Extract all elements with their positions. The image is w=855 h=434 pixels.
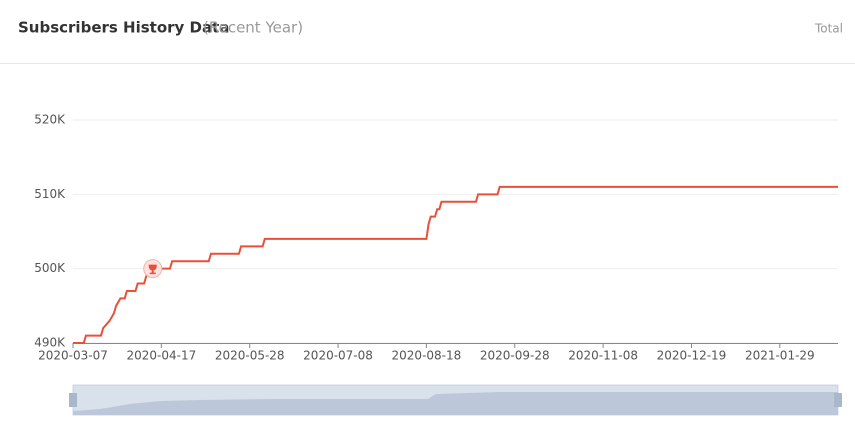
y-tick-label: 510K <box>34 187 66 201</box>
x-tick-label: 2020-12-19 <box>657 349 727 363</box>
x-tick-label: 2020-03-07 <box>38 349 108 363</box>
chart-title: Subscribers History Data <box>18 19 229 37</box>
y-tick-label: 490K <box>34 336 66 350</box>
slider-handle[interactable] <box>69 393 77 407</box>
total-toggle[interactable]: Total <box>814 22 843 36</box>
slider-handle[interactable] <box>834 393 842 407</box>
slider-window <box>73 385 838 415</box>
y-tick-label: 520K <box>34 113 66 127</box>
x-tick-label: 2020-07-08 <box>303 349 373 363</box>
trophy-icon <box>148 264 157 275</box>
series-line <box>73 185 838 344</box>
y-tick-label: 500K <box>34 261 66 275</box>
x-tick-label: 2020-08-18 <box>392 349 462 363</box>
x-tick-label: 2020-05-28 <box>215 349 285 363</box>
x-tick-label: 2020-11-08 <box>568 349 638 363</box>
zoom-slider[interactable] <box>69 384 842 416</box>
chart-subtitle: (Recent Year) <box>203 19 303 37</box>
x-tick-label: 2021-01-29 <box>745 349 815 363</box>
slider-area <box>73 392 838 415</box>
x-tick-label: 2020-09-28 <box>480 349 550 363</box>
x-tick-label: 2020-04-17 <box>126 349 196 363</box>
